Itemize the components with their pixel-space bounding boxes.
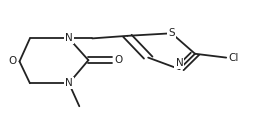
Text: O: O [114, 55, 123, 65]
Text: O: O [9, 56, 17, 66]
Text: S: S [168, 28, 175, 38]
Text: N: N [176, 58, 183, 68]
Text: Cl: Cl [229, 53, 239, 63]
Text: N: N [65, 78, 73, 88]
Text: N: N [65, 33, 73, 43]
